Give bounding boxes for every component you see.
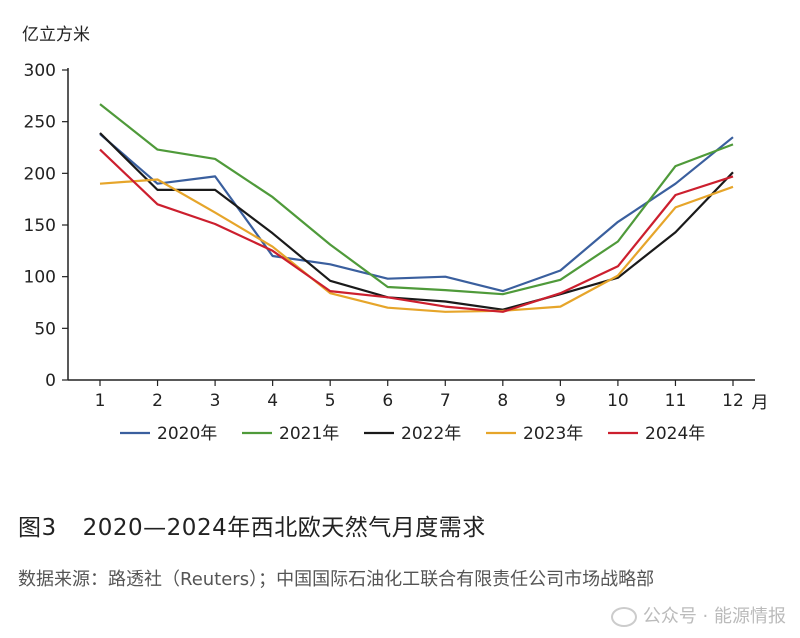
y-tick-label: 50 (34, 319, 56, 339)
legend-label: 2023年 (523, 424, 583, 444)
x-tick-label: 8 (497, 391, 508, 411)
series-line (99, 178, 734, 313)
x-tick-label: 10 (607, 391, 629, 411)
series-line (99, 132, 734, 311)
source-note: 数据来源：路透社（Reuters）；中国国际石油化工联合有限责任公司市场战略部 (18, 569, 655, 590)
watermark-text: 公众号 · 能源情报 (642, 606, 786, 627)
figure-title: 2020—2024年西北欧天然气月度需求 (82, 515, 486, 541)
x-axis-label: 月 (752, 393, 769, 413)
x-tick-label: 3 (210, 391, 221, 411)
x-tick-label: 7 (440, 391, 451, 411)
watermark: 公众号 · 能源情报 (610, 602, 786, 628)
x-tick-label: 4 (267, 391, 278, 411)
figure-number: 图3 (18, 515, 57, 541)
wechat-icon (610, 607, 637, 627)
y-tick-label: 250 (24, 113, 56, 133)
series-line (99, 103, 734, 296)
legend-label: 2021年 (279, 424, 339, 444)
x-tick-label: 11 (665, 391, 687, 411)
x-tick-label: 5 (325, 391, 336, 411)
legend-label: 2022年 (401, 424, 461, 444)
y-tick-label: 200 (24, 164, 56, 184)
y-axis-label: 亿立方米 (22, 25, 90, 45)
x-tick-label: 9 (555, 391, 566, 411)
x-tick-label: 2 (152, 391, 163, 411)
series-line (99, 148, 734, 313)
x-tick-label: 12 (722, 391, 744, 411)
y-tick-label: 0 (45, 371, 56, 391)
x-tick-label: 1 (95, 391, 106, 411)
figure-caption: 图3 2020—2024年西北欧天然气月度需求 (18, 508, 486, 542)
y-tick-label: 300 (24, 61, 56, 81)
y-tick-label: 100 (24, 268, 56, 288)
legend-label: 2020年 (157, 424, 217, 444)
y-tick-label: 150 (24, 216, 56, 236)
series-line (99, 133, 734, 293)
x-tick-label: 6 (382, 391, 393, 411)
legend-label: 2024年 (645, 424, 705, 444)
